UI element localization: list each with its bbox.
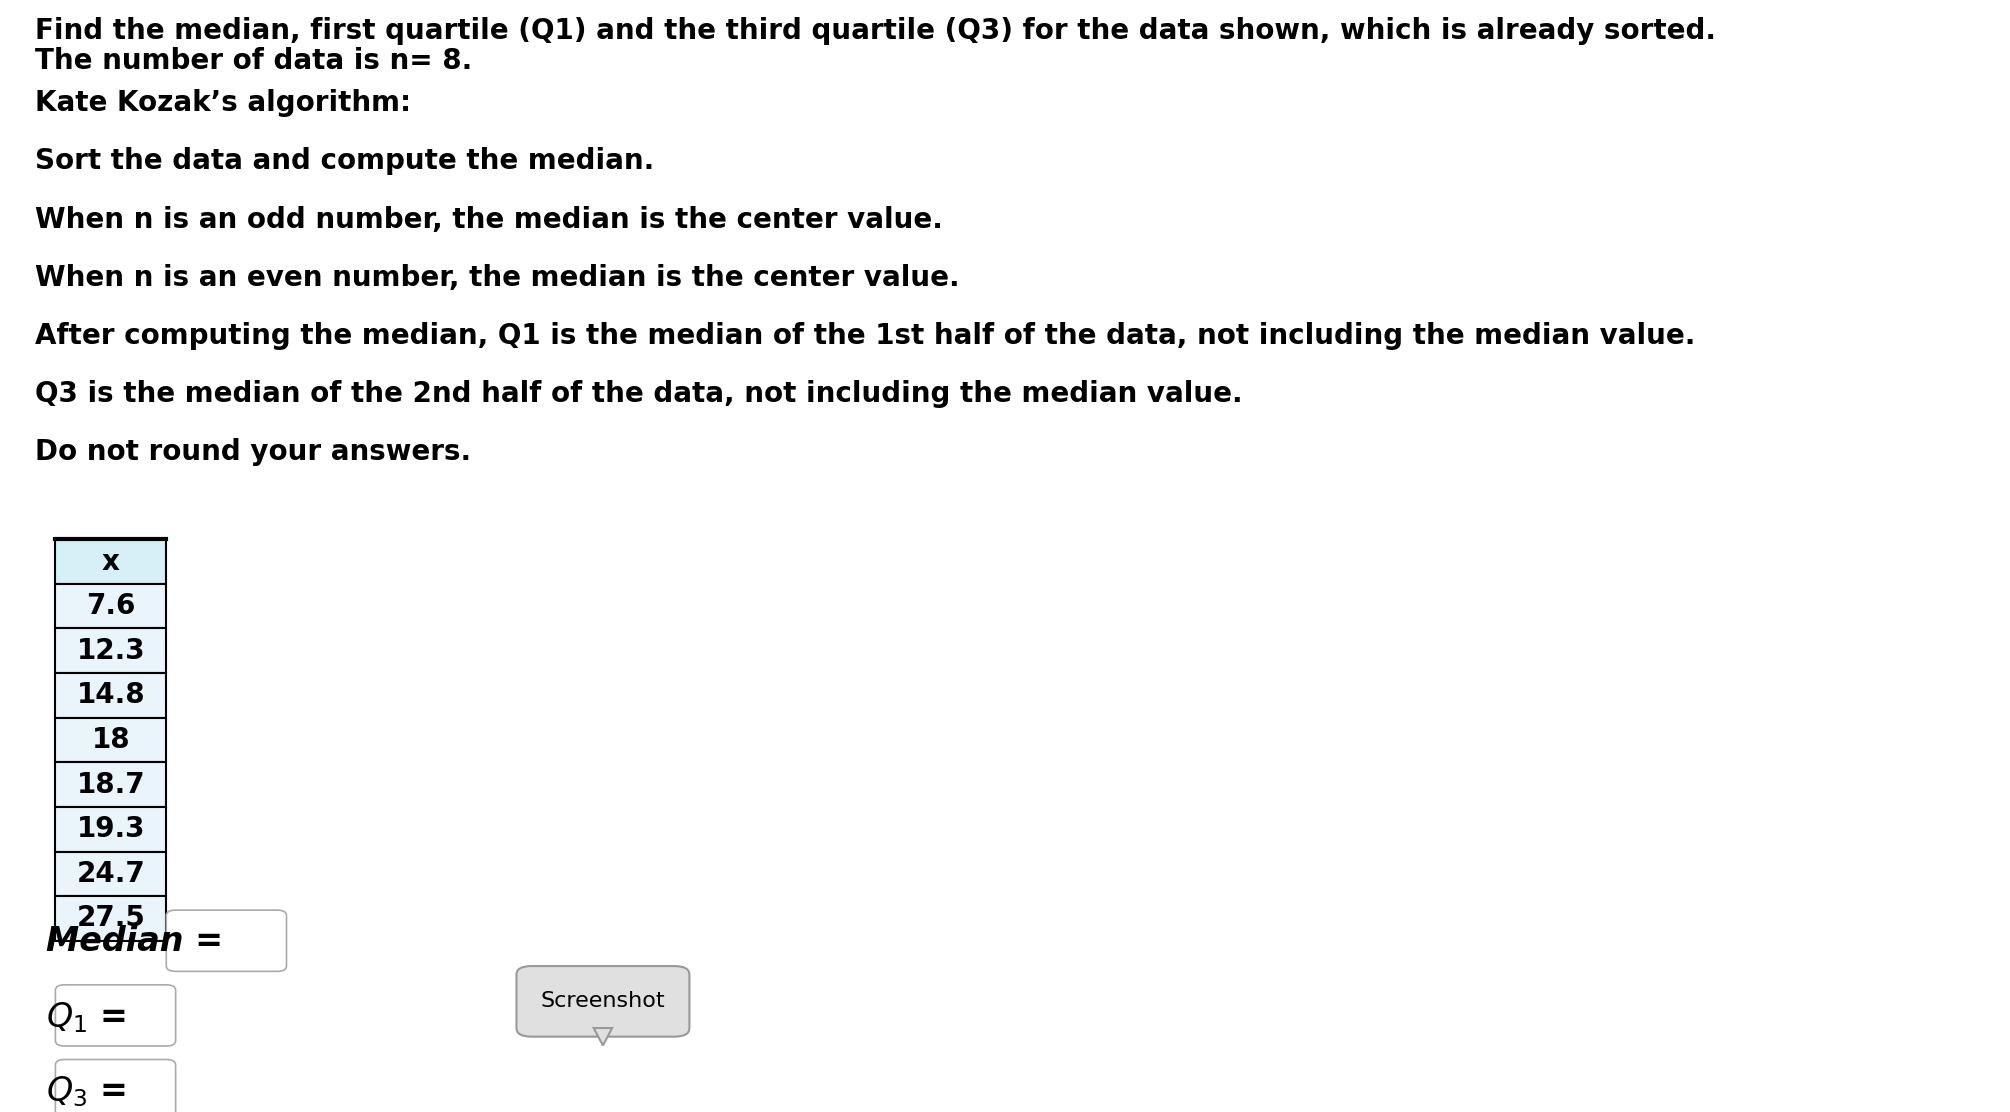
FancyBboxPatch shape xyxy=(56,807,167,852)
FancyBboxPatch shape xyxy=(56,852,167,896)
FancyBboxPatch shape xyxy=(56,896,167,941)
FancyBboxPatch shape xyxy=(56,584,167,628)
Text: x: x xyxy=(103,547,121,576)
Polygon shape xyxy=(593,1027,613,1045)
Text: 18: 18 xyxy=(92,726,131,754)
Text: Find the median, first quartile (Q1) and the third quartile (Q3) for the data sh: Find the median, first quartile (Q1) and… xyxy=(34,18,1717,46)
FancyBboxPatch shape xyxy=(167,910,287,972)
Text: 24.7: 24.7 xyxy=(76,860,145,887)
FancyBboxPatch shape xyxy=(56,673,167,717)
FancyBboxPatch shape xyxy=(517,966,689,1036)
FancyBboxPatch shape xyxy=(56,539,167,584)
Text: 7.6: 7.6 xyxy=(86,593,135,620)
FancyBboxPatch shape xyxy=(56,763,167,807)
Text: 27.5: 27.5 xyxy=(76,904,145,933)
FancyBboxPatch shape xyxy=(56,717,167,763)
Text: $Q_3$ =: $Q_3$ = xyxy=(46,1074,127,1110)
FancyBboxPatch shape xyxy=(56,1060,175,1112)
Text: $Q_1$ =: $Q_1$ = xyxy=(46,1000,127,1034)
Text: When n is an odd number, the median is the center value.: When n is an odd number, the median is t… xyxy=(34,206,943,234)
Text: Median =: Median = xyxy=(46,925,223,959)
Text: 14.8: 14.8 xyxy=(76,682,145,709)
Text: After computing the median, Q1 is the median of the 1st half of the data, not in: After computing the median, Q1 is the me… xyxy=(34,322,1696,350)
Text: Do not round your answers.: Do not round your answers. xyxy=(34,438,470,466)
FancyBboxPatch shape xyxy=(56,628,167,673)
Text: Screenshot: Screenshot xyxy=(541,992,665,1011)
Text: Sort the data and compute the median.: Sort the data and compute the median. xyxy=(34,148,655,176)
Text: When n is an even number, the median is the center value.: When n is an even number, the median is … xyxy=(34,264,959,291)
FancyBboxPatch shape xyxy=(56,985,175,1046)
Text: 18.7: 18.7 xyxy=(76,771,145,798)
Text: 19.3: 19.3 xyxy=(76,815,145,843)
Text: 12.3: 12.3 xyxy=(76,637,145,665)
Text: The number of data is n= 8.: The number of data is n= 8. xyxy=(34,47,472,75)
Text: Q3 is the median of the 2nd half of the data, not including the median value.: Q3 is the median of the 2nd half of the … xyxy=(34,380,1242,408)
Text: Kate Kozak’s algorithm:: Kate Kozak’s algorithm: xyxy=(34,89,412,117)
